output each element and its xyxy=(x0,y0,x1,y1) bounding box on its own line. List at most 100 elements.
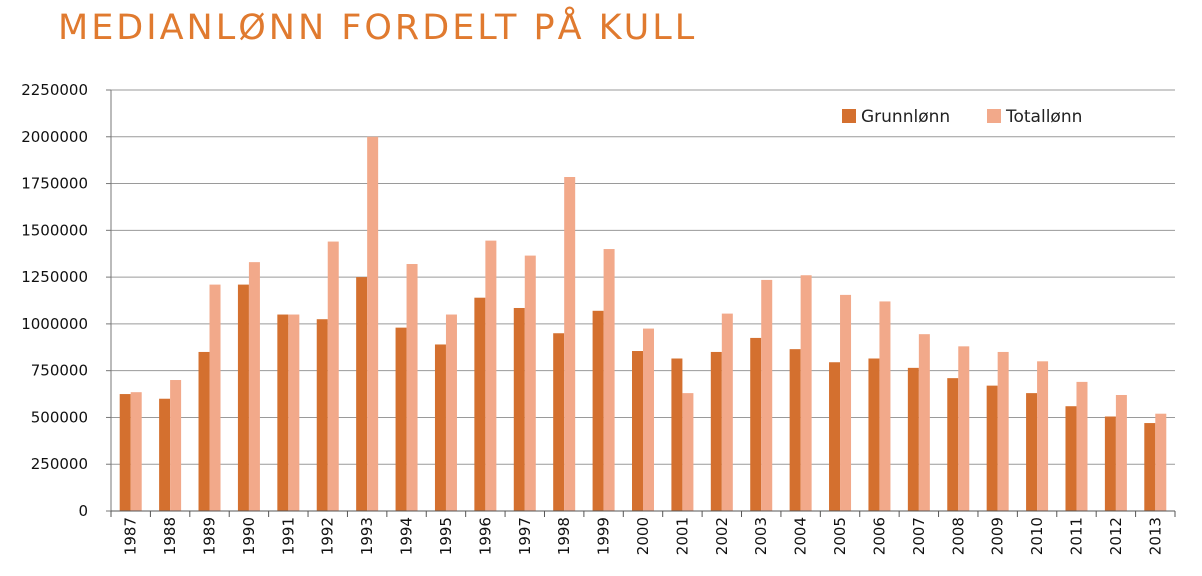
x-tick-label: 2009 xyxy=(989,517,1007,555)
bar-totallonn-1996 xyxy=(485,240,497,511)
y-tick-label: 1750000 xyxy=(21,175,88,193)
x-tick-label: 2013 xyxy=(1146,517,1164,555)
x-tick-label: 1998 xyxy=(555,517,573,555)
bar-totallonn-1997 xyxy=(524,255,536,511)
x-tick-label: 1999 xyxy=(595,517,613,555)
x-tick-label: 1989 xyxy=(201,517,219,555)
x-tick-label: 1987 xyxy=(122,517,140,555)
x-tick-label: 1990 xyxy=(240,517,258,555)
bar-totallonn-2013 xyxy=(1155,413,1167,511)
bar-totallonn-2008 xyxy=(958,346,970,511)
bar-grunnlonn-1990 xyxy=(237,284,249,511)
bar-totallonn-1988 xyxy=(170,380,182,511)
bar-totallonn-1999 xyxy=(603,249,615,512)
bar-totallonn-2003 xyxy=(761,279,773,511)
legend: Grunnlønn Totallønn xyxy=(842,107,1082,127)
bar-totallonn-1994 xyxy=(406,264,418,511)
x-tick-label: 1991 xyxy=(279,517,297,555)
x-tick-label: 2002 xyxy=(713,517,731,555)
bar-totallonn-1987 xyxy=(130,392,142,511)
bar-grunnlonn-2012 xyxy=(1104,416,1116,511)
bar-totallonn-2002 xyxy=(721,313,733,511)
y-axis-ticks: 0 250000 500000 750000 1000000 1250000 1500000… xyxy=(21,81,88,520)
chart-title: MEDIANLØNN FORDELT PÅ KULL xyxy=(58,8,698,48)
legend-swatch-grunnlonn xyxy=(842,109,856,123)
y-tick-label: 2250000 xyxy=(21,81,88,99)
x-tick-label: 2005 xyxy=(831,517,849,555)
bar-grunnlonn-2002 xyxy=(710,351,722,511)
bar-totallonn-2001 xyxy=(682,393,694,511)
bar-totallonn-1989 xyxy=(209,284,221,511)
x-tick-label: 2007 xyxy=(910,517,928,555)
x-tick-label: 1997 xyxy=(516,517,534,555)
y-tick-label: 0 xyxy=(78,502,88,520)
y-tick-label: 2000000 xyxy=(21,128,88,146)
bar-totallonn-2010 xyxy=(1037,361,1049,511)
x-axis-ticks: 1987 1988 1989 1990 1991 1992 1993 1994 1995 1996… xyxy=(122,517,1165,555)
bar-totallonn-2004 xyxy=(800,275,812,511)
x-tick-label: 1995 xyxy=(437,517,455,555)
y-tick-label: 1250000 xyxy=(21,268,88,286)
bar-totallonn-1992 xyxy=(327,241,339,511)
bar-grunnlonn-1989 xyxy=(198,351,210,511)
bar-grunnlonn-1993 xyxy=(356,277,368,511)
x-tick-label: 1994 xyxy=(398,517,416,555)
bar-totallonn-1995 xyxy=(445,314,457,511)
bar-totallonn-1998 xyxy=(564,177,576,512)
bar-totallonn-1990 xyxy=(248,262,260,511)
bar-totallonn-1993 xyxy=(367,136,379,511)
bar-grunnlonn-2000 xyxy=(632,351,643,511)
x-tick-label: 1996 xyxy=(476,517,494,555)
x-tick-label: 2010 xyxy=(1028,517,1046,555)
bar-grunnlonn-2001 xyxy=(671,358,683,511)
bar-grunnlonn-1997 xyxy=(513,307,525,511)
y-tick-label: 250000 xyxy=(31,455,88,473)
bars xyxy=(119,136,1167,512)
legend-label-grunnlonn: Grunnlønn xyxy=(861,107,950,127)
bar-grunnlonn-2010 xyxy=(1026,393,1038,511)
x-tick-label: 2003 xyxy=(752,517,770,555)
x-tick-label: 2008 xyxy=(949,517,967,555)
x-tick-label: 2000 xyxy=(634,517,652,555)
y-tick-label: 500000 xyxy=(31,408,88,426)
axes xyxy=(106,89,1176,517)
x-tick-label: 1993 xyxy=(358,517,376,555)
x-tick-label: 2006 xyxy=(870,517,888,555)
bar-grunnlonn-1992 xyxy=(316,319,328,511)
bar-grunnlonn-2004 xyxy=(789,349,801,511)
bar-grunnlonn-1988 xyxy=(159,398,171,511)
bar-grunnlonn-1991 xyxy=(277,314,289,511)
y-tick-label: 750000 xyxy=(31,362,88,380)
bar-grunnlonn-2008 xyxy=(947,378,959,511)
bar-totallonn-2007 xyxy=(918,334,930,511)
bar-grunnlonn-1996 xyxy=(474,297,486,511)
y-tick-label: 1000000 xyxy=(21,315,88,333)
bar-grunnlonn-2006 xyxy=(868,358,880,511)
x-tick-label: 2012 xyxy=(1107,517,1125,555)
x-tick-label: 2001 xyxy=(673,517,691,555)
bar-totallonn-2005 xyxy=(840,294,852,511)
bar-grunnlonn-1998 xyxy=(553,333,565,511)
bar-grunnlonn-1995 xyxy=(434,344,446,511)
bar-totallonn-2000 xyxy=(643,328,654,511)
bar-grunnlonn-1987 xyxy=(119,394,131,511)
bar-grunnlonn-2007 xyxy=(907,367,919,511)
x-tick-label: 2004 xyxy=(792,517,810,555)
legend-swatch-totallonn xyxy=(987,109,1001,123)
x-tick-label: 1992 xyxy=(319,517,337,555)
bar-totallonn-1991 xyxy=(288,314,300,511)
x-tick-label: 2011 xyxy=(1067,517,1085,555)
bar-grunnlonn-2005 xyxy=(829,362,841,511)
bar-totallonn-2006 xyxy=(879,301,891,511)
bar-grunnlonn-1999 xyxy=(592,310,604,511)
x-tick-label: 1988 xyxy=(161,517,179,555)
bar-grunnlonn-2003 xyxy=(750,337,762,511)
bar-totallonn-2011 xyxy=(1076,381,1088,511)
legend-label-totallonn: Totallønn xyxy=(1005,107,1082,127)
y-tick-label: 1500000 xyxy=(21,221,88,239)
bar-grunnlonn-2011 xyxy=(1065,406,1077,511)
bar-totallonn-2012 xyxy=(1115,394,1127,511)
bar-grunnlonn-2009 xyxy=(986,385,998,511)
bar-totallonn-2009 xyxy=(997,351,1009,511)
